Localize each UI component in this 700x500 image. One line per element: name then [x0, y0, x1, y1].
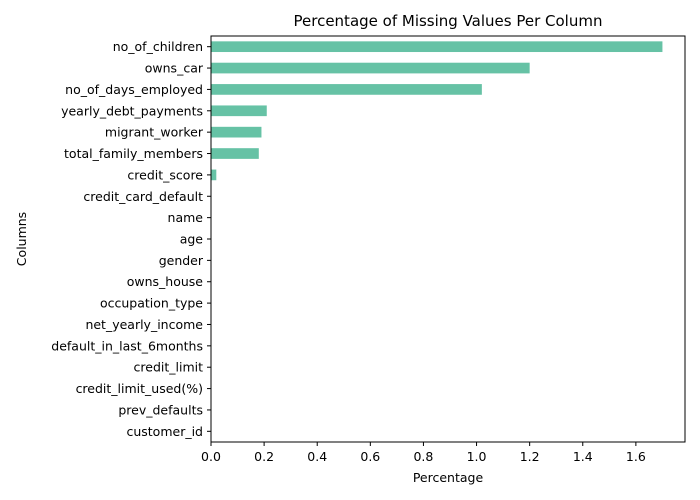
x-tick-label: 1.4 — [573, 449, 593, 464]
x-tick-label: 1.2 — [520, 449, 540, 464]
y-tick-label: net_yearly_income — [85, 317, 203, 332]
bar-migrant_worker — [211, 126, 262, 138]
y-tick-label: credit_limit_used(%) — [76, 381, 203, 396]
y-tick-label: migrant_worker — [105, 125, 204, 140]
x-tick-label: 0.6 — [360, 449, 380, 464]
bar-no_of_days_employed — [211, 84, 482, 95]
bar-credit_score — [211, 169, 217, 181]
y-tick-label: credit_limit — [134, 360, 204, 375]
bar-no_of_children — [211, 41, 663, 53]
y-tick-label: credit_card_default — [83, 189, 203, 204]
bars-group — [211, 41, 663, 181]
x-tick-label: 0.8 — [413, 449, 433, 464]
y-tick-label: no_of_children — [113, 39, 203, 54]
bar-yearly_debt_payments — [211, 105, 267, 117]
y-tick-label: owns_house — [127, 274, 204, 289]
x-axis-label: Percentage — [413, 470, 484, 485]
x-tick-label: 0.0 — [201, 449, 221, 464]
y-tick-label: prev_defaults — [118, 402, 203, 417]
x-tick-label: 0.2 — [254, 449, 274, 464]
y-axis-label: Columns — [14, 212, 29, 266]
y-tick-label: gender — [159, 253, 204, 268]
x-tick-label: 1.0 — [467, 449, 487, 464]
x-tick-label: 1.6 — [626, 449, 646, 464]
y-tick-label: yearly_debt_payments — [61, 103, 203, 118]
y-tick-label: credit_score — [127, 167, 203, 182]
bar-owns_car — [211, 62, 530, 74]
y-tick-label: age — [180, 232, 204, 247]
x-tick-label: 0.4 — [307, 449, 327, 464]
y-tick-label: name — [168, 210, 204, 225]
bar-total_family_members — [211, 148, 259, 159]
y-ticks-group: no_of_children owns_car no_of_days_employe… — [51, 39, 211, 439]
plot-frame — [210, 35, 686, 443]
x-ticks-group: 0.0 0.2 0.4 0.6 0.8 1.0 1.2 1.4 1.6 — [201, 442, 646, 464]
y-tick-label: total_family_members — [64, 146, 203, 161]
y-tick-label: no_of_days_employed — [65, 82, 203, 97]
y-tick-label: owns_car — [145, 61, 204, 76]
y-tick-label: occupation_type — [100, 296, 203, 311]
y-tick-label: customer_id — [126, 424, 203, 439]
chart-title: Percentage of Missing Values Per Column — [294, 12, 603, 30]
y-tick-label: default_in_last_6months — [51, 338, 203, 353]
